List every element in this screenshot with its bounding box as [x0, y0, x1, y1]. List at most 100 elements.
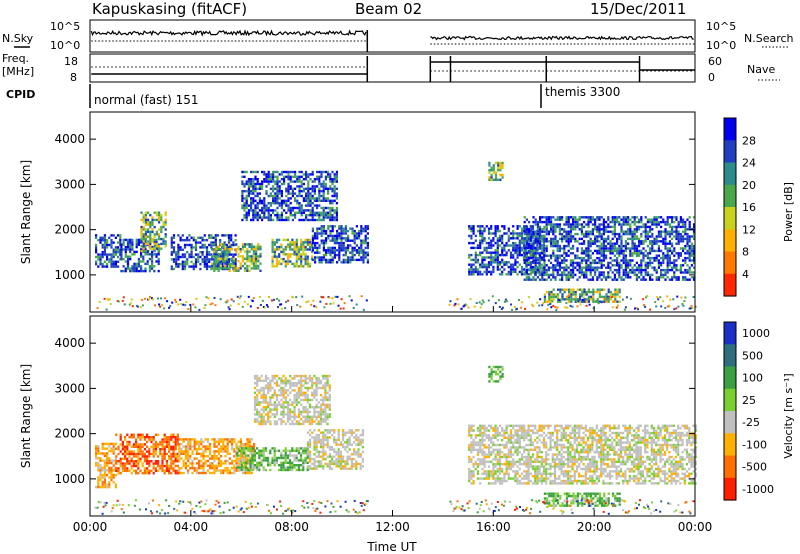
- echo-cell: [512, 229, 515, 233]
- echo-cell: [589, 256, 592, 260]
- ground-scatter-cell: [564, 306, 567, 309]
- echo-cell: [497, 161, 500, 165]
- echo-cell: [528, 230, 531, 233]
- echo-cell: [130, 433, 133, 436]
- echo-cell: [176, 436, 179, 439]
- echo-cell: [333, 185, 336, 188]
- echo-cell: [108, 243, 111, 247]
- echo-cell: [611, 230, 614, 233]
- echo-cell: [289, 255, 292, 258]
- echo-cell: [587, 266, 590, 269]
- echo-cell: [624, 218, 627, 221]
- echo-cell: [306, 265, 309, 268]
- echo-cell: [257, 255, 260, 258]
- echo-cell: [631, 244, 634, 248]
- echo-cell: [191, 452, 194, 455]
- echo-cell: [241, 264, 244, 268]
- echo-cell: [340, 229, 343, 233]
- echo-cell: [124, 438, 127, 441]
- echo-cell: [308, 245, 312, 249]
- echo-cell: [335, 216, 338, 219]
- echo-cell: [97, 239, 100, 242]
- echo-cell: [684, 276, 687, 279]
- echo-cell: [342, 258, 345, 262]
- echo-cell: [344, 232, 347, 235]
- echo-cell: [492, 171, 495, 174]
- echo-cell: [101, 236, 104, 239]
- echo-cell: [201, 253, 204, 256]
- echo-cell: [261, 170, 264, 174]
- echo-cell: [541, 228, 544, 231]
- echo-cell: [265, 209, 268, 212]
- echo-cell: [682, 230, 685, 233]
- ground-scatter-cell: [140, 298, 143, 301]
- ground-scatter-cell: [273, 298, 275, 301]
- echo-cell: [331, 182, 334, 186]
- echo-cell: [671, 242, 674, 245]
- echo-cell: [112, 469, 115, 472]
- echo-cell: [203, 263, 206, 266]
- echo-cell: [230, 246, 233, 249]
- echo-cell: [256, 192, 259, 195]
- echo-cell: [110, 447, 113, 450]
- echo-cell: [679, 264, 682, 267]
- echo-cell: [280, 257, 283, 261]
- echo-cell: [322, 206, 325, 210]
- echo-cell: [108, 258, 111, 261]
- echo-cell: [602, 232, 605, 236]
- echo-cell: [651, 247, 654, 250]
- echo-cell: [655, 254, 658, 257]
- echo-cell: [143, 457, 146, 460]
- echo-cell: [342, 237, 345, 240]
- echo-cell: [587, 235, 590, 238]
- echo-cell: [273, 253, 276, 256]
- echo-cell: [318, 170, 321, 174]
- echo-cell: [512, 263, 515, 266]
- echo-cell: [318, 197, 321, 200]
- echo-cell: [95, 485, 98, 489]
- echo-cell: [565, 266, 568, 269]
- echo-cell: [585, 252, 588, 255]
- echo-cell: [580, 261, 583, 265]
- echo-cell: [252, 260, 255, 263]
- echo-cell: [651, 228, 654, 231]
- echo-cell: [347, 249, 350, 252]
- echo-cell: [677, 223, 680, 226]
- echo-cell: [351, 239, 354, 242]
- echo-cell: [528, 268, 531, 272]
- echo-cell: [311, 237, 314, 240]
- echo-cell: [673, 273, 676, 277]
- echo-cell: [638, 266, 641, 269]
- echo-cell: [598, 244, 601, 248]
- echo-cell: [649, 230, 652, 233]
- echo-cell: [158, 235, 161, 238]
- echo-cell: [278, 245, 281, 249]
- echo-cell: [165, 469, 168, 472]
- echo-cell: [302, 248, 305, 251]
- echo-cell: [644, 216, 647, 219]
- echo-cell: [666, 268, 669, 272]
- echo-cell: [106, 461, 109, 465]
- echo-cell: [329, 261, 332, 264]
- echo-cell: [547, 268, 550, 272]
- echo-cell: [99, 260, 102, 263]
- echo-cell: [501, 239, 504, 242]
- echo-cell: [318, 187, 321, 190]
- echo-cell: [250, 209, 253, 212]
- echo-cell: [664, 273, 667, 277]
- echo-cell: [572, 264, 575, 267]
- echo-cell: [101, 447, 104, 450]
- echo-cell: [503, 232, 506, 235]
- echo-cell: [101, 253, 104, 256]
- echo-cell: [497, 169, 500, 172]
- echo-cell: [311, 249, 314, 252]
- echo-cell: [609, 247, 612, 250]
- echo-cell: [324, 211, 327, 214]
- echo-cell: [294, 206, 297, 210]
- echo-cell: [110, 258, 113, 261]
- echo-cell: [649, 235, 652, 238]
- ground-scatter-cell: [615, 306, 618, 309]
- echo-cell: [545, 240, 548, 243]
- echo-cell: [567, 237, 570, 241]
- echo-cell: [248, 255, 251, 258]
